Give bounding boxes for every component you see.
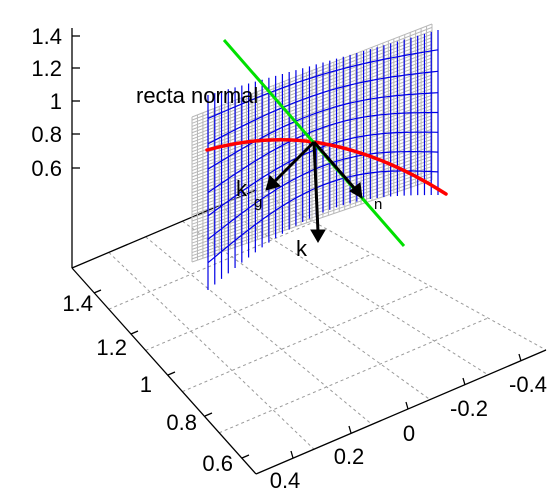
floor-front-left-edge	[71, 267, 257, 475]
kg-arrowhead	[265, 175, 281, 191]
left-tick-label: 1.4	[62, 291, 93, 316]
left-axis-ticks	[93, 289, 250, 459]
mesh-row	[207, 131, 439, 217]
z-tick-label: 0.6	[31, 156, 62, 181]
kg-vector	[272, 140, 316, 184]
normal-line-label: recta normal	[136, 83, 258, 108]
mesh-row	[207, 49, 439, 119]
mesh-row	[207, 70, 439, 145]
floor-grid-line	[145, 236, 373, 425]
curvature-vectors	[265, 140, 363, 243]
right-axis-ticks	[290, 353, 522, 459]
floor-front-right-edge	[255, 349, 547, 475]
right-axis-labels: -0.4 -0.2 0 0.2 0.4	[270, 372, 547, 492]
left-tick-label: 1.2	[96, 335, 127, 360]
mesh-row	[207, 170, 439, 264]
kg-label: k	[236, 176, 248, 201]
floor-grid-line	[182, 285, 431, 393]
mesh-row	[207, 92, 439, 170]
k-arrowhead	[310, 229, 326, 243]
left-axis-labels: 1.4 1.2 1 0.8 0.6	[62, 291, 233, 476]
floor-grid-line	[255, 189, 547, 351]
right-tick-label: 0.4	[270, 468, 301, 492]
floor-grid-line	[219, 317, 489, 434]
kn-vector	[312, 141, 358, 191]
left-tick-label: 0.6	[202, 451, 233, 476]
kg-subscript: g	[254, 194, 262, 211]
right-tick-label: -0.2	[450, 396, 488, 421]
k-label: k	[296, 236, 308, 261]
left-tick-label: 0.8	[166, 410, 197, 435]
floor-grid-line	[108, 252, 315, 450]
surface-mesh	[207, 30, 439, 290]
right-tick-label: 0	[403, 421, 415, 446]
z-tick-label: 1.2	[31, 56, 62, 81]
right-tick-label: -0.4	[509, 372, 547, 397]
mesh-row	[207, 151, 439, 240]
floor-grid-line	[145, 253, 373, 351]
kn-subscript: n	[374, 196, 382, 213]
z-axis-labels: 1.4 1.2 1 0.8 0.6	[31, 24, 62, 181]
floor-grid-line	[218, 205, 489, 376]
right-tick-label: 0.2	[334, 444, 365, 469]
kn-arrowhead	[349, 182, 363, 199]
mesh-row	[207, 111, 438, 193]
floor-grid-line	[108, 221, 315, 310]
left-tick-label: 1	[140, 372, 152, 397]
z-tick-label: 1.4	[31, 24, 62, 49]
z-tick-label: 0.8	[31, 122, 62, 147]
k-vector	[312, 141, 320, 233]
z-axis-ticks	[72, 35, 80, 169]
z-tick-label: 1	[50, 89, 62, 114]
